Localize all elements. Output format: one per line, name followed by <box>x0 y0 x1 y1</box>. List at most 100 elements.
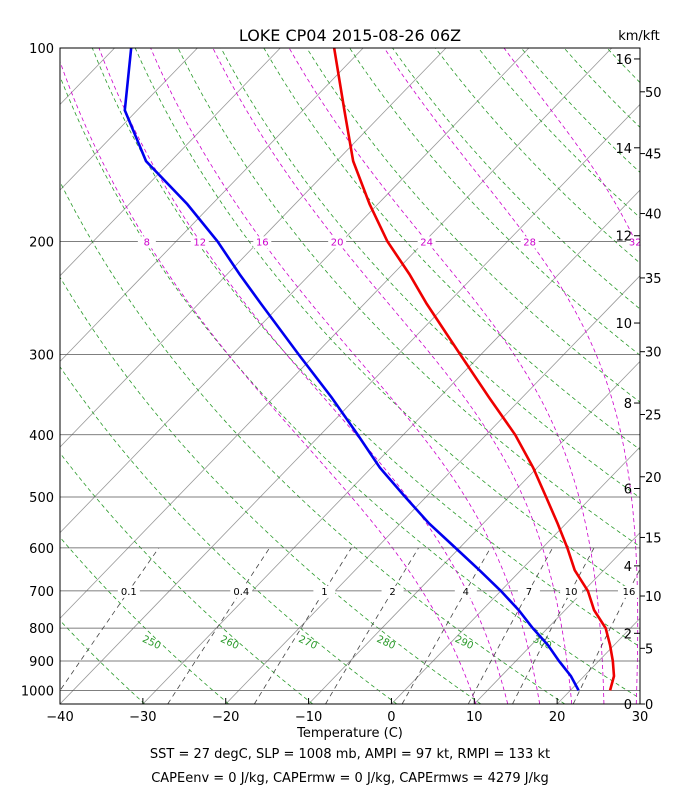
isotherm-line <box>60 103 640 704</box>
dry-adiabat-line <box>306 48 640 403</box>
kft-tick-label: 20 <box>645 471 662 486</box>
kft-tick-label: 25 <box>645 409 662 424</box>
pressure-tick-label: 900 <box>29 655 54 670</box>
dry-adiabat-label: 250 <box>140 634 162 652</box>
pressure-tick-label: 800 <box>29 622 54 637</box>
km-tick-label: 12 <box>615 230 632 245</box>
mixing-ratio-label: 2 <box>389 587 395 598</box>
x-tick-label: 20 <box>549 710 566 725</box>
mixing-ratio-line <box>60 547 160 692</box>
dry-adiabat-line <box>60 702 61 704</box>
moist-label-bg <box>137 236 156 249</box>
mixing-label-bg <box>117 585 140 598</box>
mixing-ratio-line <box>253 547 352 704</box>
pressure-tick-label: 600 <box>29 542 54 557</box>
mixing-ratio-line <box>325 547 419 704</box>
kft-tick-label: 0 <box>645 698 653 713</box>
dry-adiabat-line <box>392 48 640 310</box>
km-tick-label: 6 <box>624 483 632 498</box>
axes: −40 −30 −20 −10 0 10 20 30100090080070060050040… <box>21 42 662 725</box>
x-tick-label: −40 <box>46 710 73 725</box>
isotherm-line <box>60 48 364 362</box>
dry-adiabat-line <box>60 75 640 699</box>
pressure-tick-label: 700 <box>29 585 54 600</box>
moist-adiabat-label: 20 <box>331 237 344 248</box>
mixing-label-bg <box>617 585 640 598</box>
altitude-unit-label: km/kft <box>618 29 660 44</box>
isotherm-line <box>639 703 640 704</box>
kft-tick-label: 5 <box>645 642 653 657</box>
mixing-ratio-line <box>167 547 270 704</box>
x-tick-label: −10 <box>295 710 322 725</box>
mixing-ratio-label: 1 <box>321 587 327 598</box>
dry-adiabat-line <box>91 48 640 648</box>
km-tick-label: 4 <box>624 560 632 575</box>
kft-tick-label: 10 <box>645 590 662 605</box>
pressure-tick-label: 500 <box>29 491 54 506</box>
dry-adiabat-line <box>520 48 640 173</box>
kft-tick-label: 50 <box>645 86 662 101</box>
x-tick-label: −20 <box>212 710 239 725</box>
dry-adiabat-label: 260 <box>218 634 240 652</box>
kft-tick-label: 45 <box>645 148 662 163</box>
moist-adiabat-line <box>288 48 605 704</box>
dry-adiabat-label: 290 <box>453 634 475 652</box>
kft-tick-label: 40 <box>645 208 662 223</box>
mixing-ratio-label: 10 <box>565 587 578 598</box>
pressure-tick-label: 1000 <box>21 684 54 699</box>
isotherm-line <box>60 48 530 534</box>
kft-tick-label: 35 <box>645 272 662 287</box>
mixing-label-bg <box>454 585 477 598</box>
dry-adiabat-label: 270 <box>297 634 319 652</box>
km-tick-label: 8 <box>624 397 632 412</box>
dry-adiabat-line <box>60 180 566 704</box>
dry-adiabat-line <box>220 48 640 499</box>
mixing-ratio-line <box>572 568 640 704</box>
isotherm-line <box>60 48 198 191</box>
moist-adiabat-lines <box>60 48 640 704</box>
mixing-label-bg <box>381 585 404 598</box>
km-tick-label: 2 <box>624 627 632 642</box>
mixing-ratio-label: 16 <box>623 587 636 598</box>
isotherm-line <box>473 532 640 704</box>
dry-adiabat-label: 280 <box>375 634 397 652</box>
isotherm-line <box>60 48 613 619</box>
footer-line-2: CAPEenv = 0 J/kg, CAPErmw = 0 J/kg, CAPE… <box>151 771 549 786</box>
kft-tick-label: 15 <box>645 531 662 546</box>
isotherm-line <box>60 48 281 277</box>
moist-adiabat-line <box>383 48 639 704</box>
moist-adiabat-line <box>60 60 477 704</box>
moist-label-bg <box>253 236 272 249</box>
moist-adiabat-label: 24 <box>420 237 433 248</box>
dry-adiabat-line <box>263 48 640 451</box>
sounding-series <box>123 48 616 692</box>
plot-frame <box>59 47 641 705</box>
moist-label-bg <box>190 236 209 249</box>
footer-line-1: SST = 27 degC, SLP = 1008 mb, AMPI = 97 … <box>150 747 550 762</box>
mixing-ratio-line <box>512 547 595 704</box>
moist-adiabat-label: 16 <box>256 237 269 248</box>
dry-adiabat-line <box>477 48 640 219</box>
mixing-label-bg <box>230 585 253 598</box>
temperature-line <box>332 48 616 691</box>
mixing-ratio-line <box>401 547 491 704</box>
isobar-lines <box>60 48 640 691</box>
km-tick-label: 0 <box>624 698 632 713</box>
mixing-label-bg <box>517 585 540 598</box>
isotherm-line <box>308 360 640 704</box>
mixing-ratio-line <box>467 547 553 704</box>
moist-adiabat-line <box>98 48 509 704</box>
moist-adiabat-line <box>212 48 573 704</box>
dry-adiabat-line <box>60 536 229 704</box>
mixing-ratio-label: 0.4 <box>233 587 249 598</box>
dry-adiabat-line <box>349 48 640 356</box>
mixing-ratio-label: 7 <box>526 587 532 598</box>
moist-adiabat-label: 12 <box>193 237 206 248</box>
isotherm-line <box>0 48 32 704</box>
mixing-ratio-label: 4 <box>463 587 469 598</box>
moist-label-bg <box>520 236 539 249</box>
x-tick-label: 30 <box>632 710 649 725</box>
moist-adiabat-label: 28 <box>523 237 536 248</box>
